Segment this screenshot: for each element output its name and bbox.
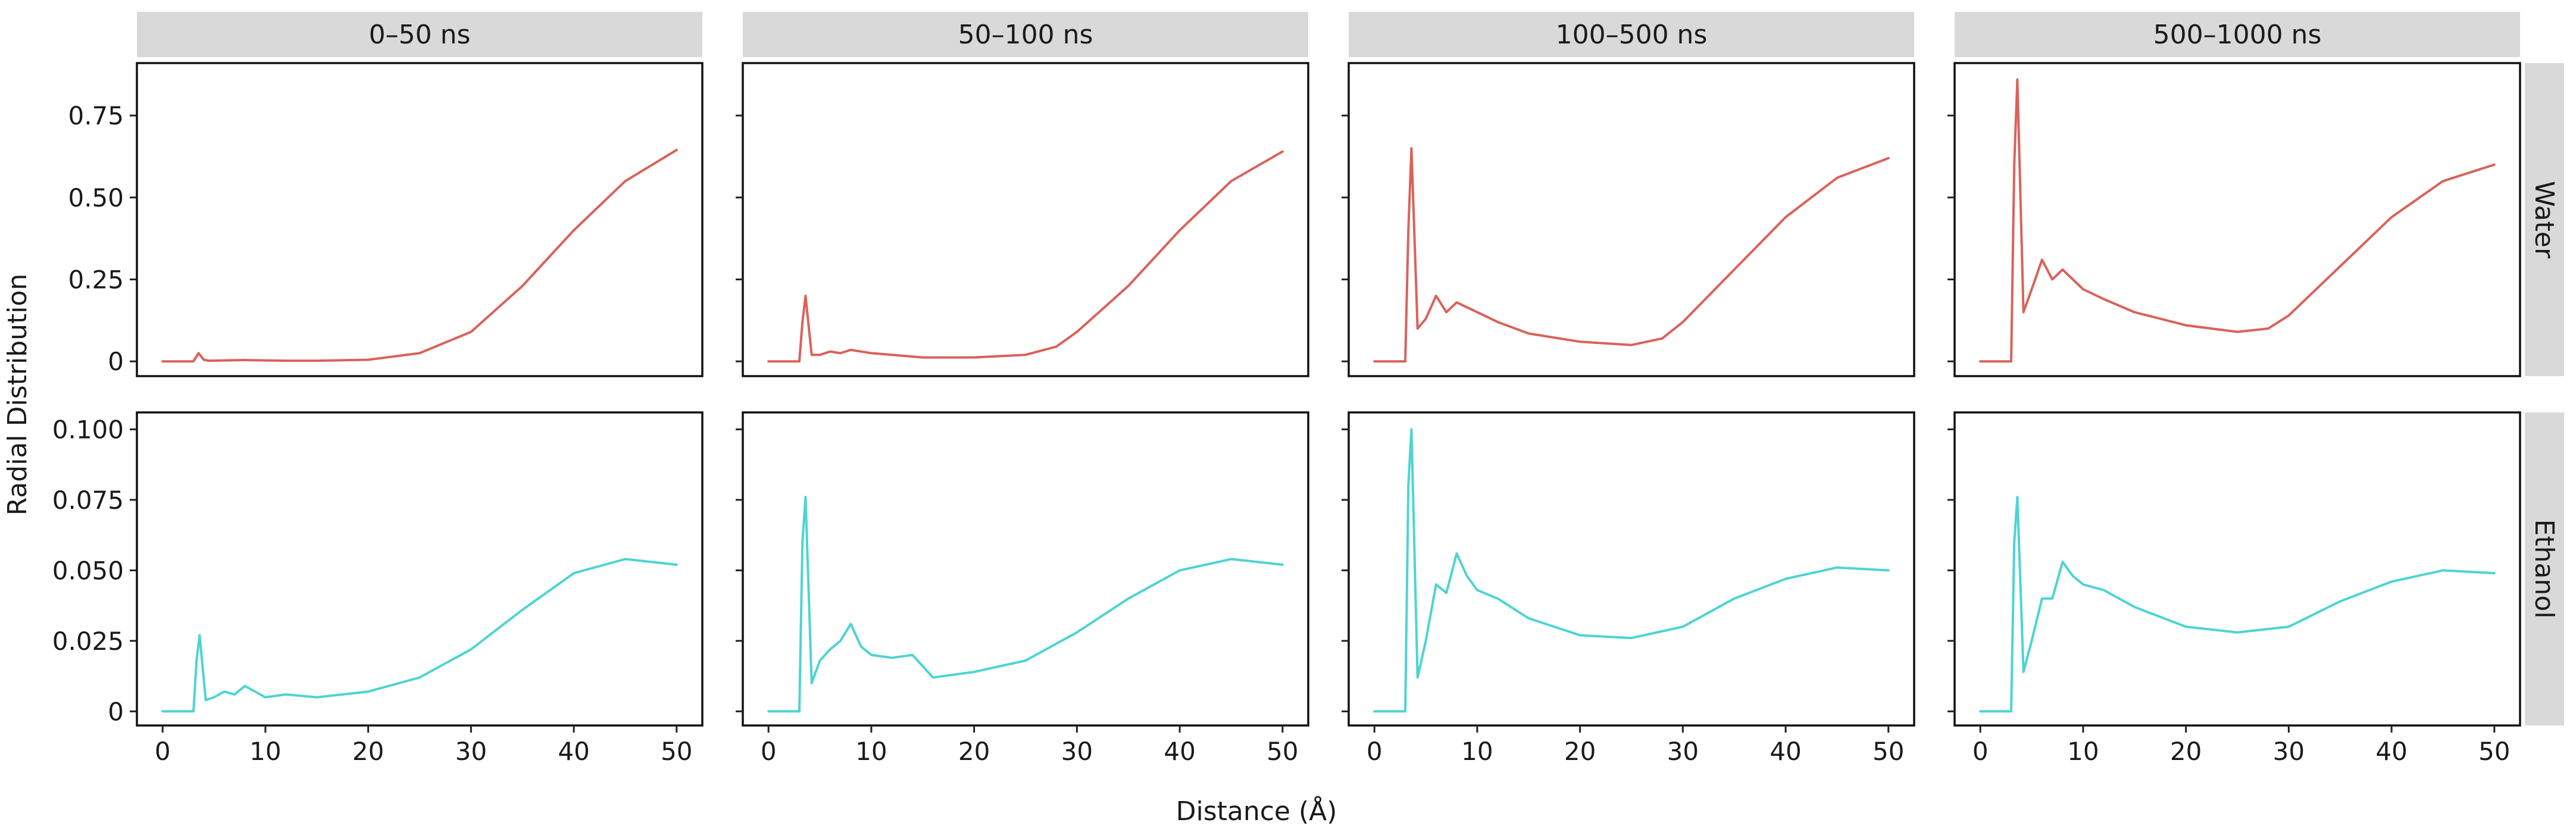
x-tick-label-1-4: 40 (1164, 737, 1195, 766)
x-tick-label-0-2: 20 (352, 737, 384, 766)
column-strip-2 (1349, 12, 1914, 57)
column-strip-1 (743, 12, 1308, 57)
panel-frame-0-2 (1348, 62, 1915, 377)
y-tick-label-1-2: 0.050 (52, 556, 124, 585)
x-tick-label-0-3: 30 (455, 737, 487, 766)
series-line-ethanol-3 (1979, 496, 2496, 713)
y-tick-label-1-4: 0.100 (52, 415, 124, 444)
y-tick-label-1-3: 0.075 (52, 486, 124, 515)
series-line-water-1 (767, 150, 1284, 363)
y-tick-label-0-3: 0.75 (68, 101, 124, 130)
series-line-ethanol-1 (767, 496, 1284, 713)
column-strip-0 (137, 12, 702, 57)
x-tick-label-3-2: 20 (2170, 737, 2202, 766)
x-tick-label-3-5: 50 (2478, 737, 2510, 766)
y-tick-label-0-0: 0 (108, 347, 124, 376)
x-tick-label-1-3: 30 (1061, 737, 1093, 766)
series-line-ethanol-2 (1373, 428, 1890, 713)
x-tick-label-0-0: 0 (155, 737, 171, 766)
x-tick-label-3-1: 10 (2067, 737, 2099, 766)
x-tick-label-1-2: 20 (958, 737, 990, 766)
x-tick-label-1-0: 0 (761, 737, 777, 766)
x-tick-label-1-5: 50 (1267, 737, 1298, 766)
column-strip-label-0: 0–50 ns (369, 20, 471, 50)
column-strip-label-3: 500–1000 ns (2153, 20, 2322, 50)
row-strip-1 (2525, 412, 2564, 725)
row-strip-0 (2525, 63, 2564, 376)
y-tick-label-1-0: 0 (108, 697, 124, 726)
x-tick-label-2-3: 30 (1667, 737, 1699, 766)
panel-frame-1-2 (1348, 411, 1915, 727)
x-tick-label-2-5: 50 (1872, 737, 1904, 766)
x-tick-label-3-3: 30 (2273, 737, 2305, 766)
y-tick-label-0-1: 0.25 (68, 265, 124, 295)
column-strip-3 (1955, 12, 2520, 57)
x-tick-label-0-1: 10 (249, 737, 281, 766)
series-line-water-0 (161, 149, 678, 363)
x-tick-label-1-1: 10 (855, 737, 887, 766)
row-strip-label-0: Water (2529, 181, 2559, 259)
series-line-water-3 (1979, 78, 2496, 363)
panels-layer: Water 0 0.25 0.50 0.75 0–50 ns 50–100 ns 100–50… (52, 12, 2564, 766)
x-tick-label-0-5: 50 (661, 737, 692, 766)
x-axis-label: Distance (Å) (1176, 795, 1337, 827)
x-tick-label-3-4: 40 (2375, 737, 2407, 766)
y-tick-label-0-2: 0.50 (68, 183, 124, 212)
x-tick-label-2-0: 0 (1367, 737, 1383, 766)
row-strip-label-1: Ethanol (2529, 520, 2559, 619)
panel-frame-0-1 (742, 62, 1309, 377)
x-tick-label-2-2: 20 (1564, 737, 1596, 766)
y-tick-label-1-1: 0.025 (52, 627, 124, 656)
y-axis-label: Radial Distribution (2, 274, 33, 516)
panel-frame-1-3 (1953, 411, 2521, 727)
panel-frame-1-0 (136, 411, 704, 727)
x-tick-label-0-4: 40 (558, 737, 589, 766)
series-line-water-2 (1373, 147, 1890, 363)
x-tick-label-2-1: 10 (1461, 737, 1493, 766)
x-tick-label-3-0: 0 (1972, 737, 1989, 766)
panel-frame-0-0 (136, 62, 704, 377)
column-strip-label-1: 50–100 ns (958, 20, 1093, 50)
x-tick-label-2-4: 40 (1770, 737, 1801, 766)
column-strip-label-2: 100–500 ns (1556, 20, 1708, 50)
panel-frame-0-3 (1953, 62, 2521, 377)
series-line-ethanol-0 (161, 558, 678, 713)
panel-frame-1-1 (742, 411, 1309, 727)
